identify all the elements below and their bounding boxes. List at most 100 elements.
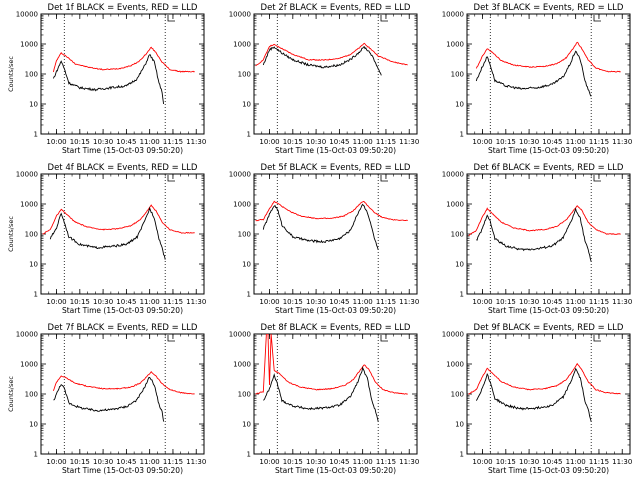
x-tick-label: 11:15 — [163, 138, 183, 146]
y-axis-label: Counts/sec — [7, 216, 15, 252]
x-tick-label: 11:15 — [163, 458, 183, 466]
series-line-lld — [255, 200, 408, 222]
series-line-events — [49, 206, 166, 260]
x-tick-label: 10:15 — [283, 298, 303, 306]
panel-det-9: Det 9f BLACK = Events, RED = LLD 1 10 100 10… — [442, 323, 633, 475]
plot-frame — [253, 333, 418, 455]
y-tick-label: 1000 — [233, 201, 251, 209]
x-tick-label: 10:30 — [93, 298, 113, 306]
panel-det-1: Det 1f BLACK = Events, RED = LLD 1 10 100 10… — [7, 3, 206, 155]
panel-det-7: Det 7f BLACK = Events, RED = LLD 1 10 100 10… — [7, 323, 206, 475]
series-line-events — [52, 54, 165, 105]
y-tick-label: 1000 — [233, 41, 251, 49]
x-axis-label: Start Time (15-Oct-03 09:50:20) — [488, 306, 609, 315]
y-tick-label: 10 — [455, 261, 464, 269]
x-tick-label: 11:00 — [140, 138, 160, 146]
bracket-mark — [593, 15, 601, 22]
x-tick-label: 11:00 — [140, 458, 160, 466]
series-line-lld — [255, 42, 408, 67]
x-tick-label: 10:30 — [306, 458, 326, 466]
y-tick-label: 1000 — [233, 361, 251, 369]
y-tick-label: 100 — [451, 391, 464, 399]
x-tick-label: 11:15 — [589, 298, 609, 306]
y-tick-label: 1 — [34, 291, 38, 299]
x-tick-label: 10:30 — [519, 138, 539, 146]
y-tick-label: 10 — [242, 421, 251, 429]
series-line-lld — [255, 334, 408, 395]
y-tick-label: 1000 — [446, 41, 464, 49]
x-tick-label: 10:30 — [93, 138, 113, 146]
x-tick-label: 10:15 — [496, 458, 516, 466]
x-tick-label: 10:45 — [329, 298, 349, 306]
x-tick-label: 10:30 — [306, 298, 326, 306]
y-tick-label: 10 — [29, 421, 38, 429]
panel-title: Det 9f BLACK = Events, RED = LLD — [474, 323, 624, 333]
series-line-events — [263, 366, 379, 422]
panel-title: Det 1f BLACK = Events, RED = LLD — [48, 3, 198, 13]
y-tick-label: 1000 — [20, 41, 38, 49]
x-tick-label: 10:45 — [116, 298, 136, 306]
x-tick-label: 10:00 — [472, 298, 492, 306]
panel-title: Det 7f BLACK = Events, RED = LLD — [48, 323, 198, 333]
y-tick-label: 100 — [25, 391, 38, 399]
panel-det-4: Det 4f BLACK = Events, RED = LLD 1 10 100 10… — [7, 163, 206, 315]
plot-frame — [466, 13, 631, 135]
x-tick-label: 10:45 — [542, 458, 562, 466]
x-axis-label: Start Time (15-Oct-03 09:50:20) — [275, 146, 396, 155]
x-tick-label: 11:15 — [589, 138, 609, 146]
panel-title: Det 2f BLACK = Events, RED = LLD — [261, 3, 411, 13]
x-tick-label: 10:30 — [519, 458, 539, 466]
y-tick-label: 1000 — [20, 201, 38, 209]
plot-frame — [253, 173, 418, 295]
y-tick-label: 100 — [25, 231, 38, 239]
x-tick-label: 10:15 — [283, 458, 303, 466]
x-tick-label: 10:00 — [472, 138, 492, 146]
y-tick-label: 1 — [460, 131, 464, 139]
x-tick-label: 11:30 — [612, 298, 632, 306]
panel-title: Det 8f BLACK = Events, RED = LLD — [261, 323, 411, 333]
x-tick-label: 11:00 — [353, 458, 373, 466]
x-tick-label: 10:00 — [46, 138, 66, 146]
panel-det-3: Det 3f BLACK = Events, RED = LLD 1 10 100 10… — [442, 3, 633, 155]
panel-title: Det 4f BLACK = Events, RED = LLD — [48, 163, 198, 173]
y-axis-label: Counts/sec — [7, 56, 15, 92]
panel-title: Det 6f BLACK = Events, RED = LLD — [474, 163, 624, 173]
y-tick-label: 10 — [455, 101, 464, 109]
y-tick-label: 1 — [34, 451, 38, 459]
series-line-events — [262, 46, 382, 76]
x-tick-label: 10:15 — [70, 298, 90, 306]
x-tick-label: 10:00 — [46, 298, 66, 306]
y-tick-label: 1 — [34, 131, 38, 139]
x-axis-label: Start Time (15-Oct-03 09:50:20) — [275, 466, 396, 475]
y-tick-label: 100 — [238, 231, 251, 239]
panel-det-2: Det 2f BLACK = Events, RED = LLD 1 10 100 10… — [229, 3, 420, 155]
y-tick-label: 1000 — [446, 361, 464, 369]
x-tick-label: 11:30 — [186, 138, 206, 146]
series-line-lld — [468, 362, 621, 395]
x-tick-label: 11:00 — [353, 298, 373, 306]
y-tick-label: 10 — [455, 421, 464, 429]
panel-title: Det 5f BLACK = Events, RED = LLD — [261, 163, 411, 173]
plot-frame — [466, 333, 631, 455]
y-tick-label: 10000 — [229, 331, 251, 339]
panel-det-6: Det 6f BLACK = Events, RED = LLD 1 10 100 10… — [442, 163, 633, 315]
x-tick-label: 11:30 — [399, 298, 419, 306]
x-tick-label: 10:45 — [542, 298, 562, 306]
x-tick-label: 10:45 — [116, 458, 136, 466]
bracket-mark — [167, 15, 175, 22]
plot-frame — [253, 13, 418, 135]
y-tick-label: 10000 — [442, 171, 464, 179]
series-line-events — [475, 367, 592, 422]
x-tick-label: 11:00 — [566, 298, 586, 306]
y-tick-label: 100 — [451, 231, 464, 239]
y-tick-label: 1 — [247, 131, 251, 139]
y-tick-label: 10000 — [16, 11, 38, 19]
y-tick-label: 10000 — [229, 11, 251, 19]
x-tick-label: 10:00 — [259, 298, 279, 306]
bracket-mark — [380, 175, 388, 182]
y-tick-label: 1 — [247, 291, 251, 299]
x-tick-label: 11:00 — [353, 138, 373, 146]
x-tick-label: 11:15 — [163, 298, 183, 306]
series-line-lld — [42, 204, 195, 235]
